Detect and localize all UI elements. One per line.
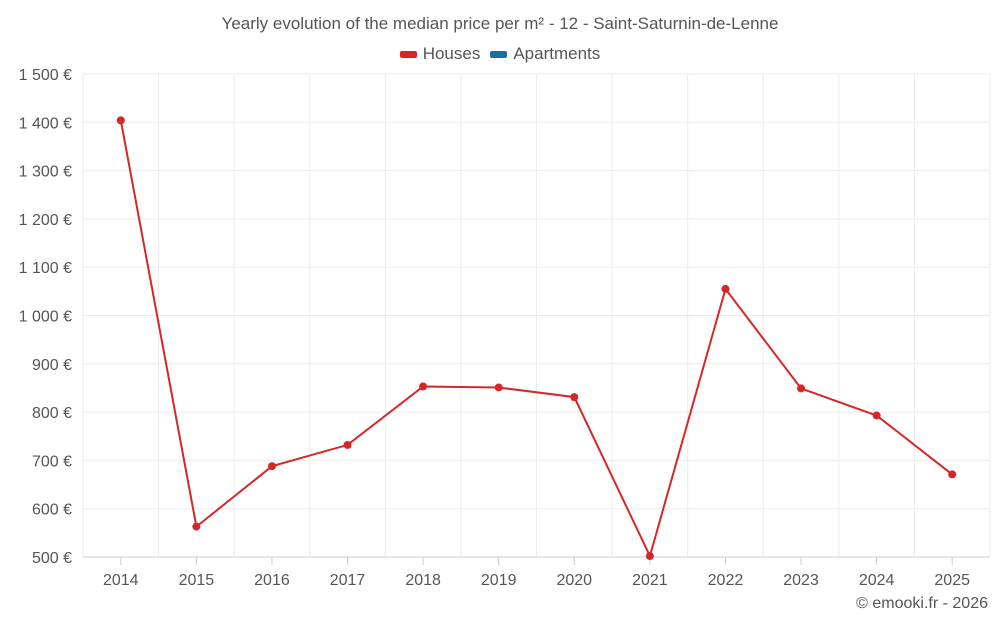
legend-item-apartments[interactable]: Apartments: [490, 44, 600, 64]
legend-item-houses[interactable]: Houses: [399, 44, 481, 64]
x-tick-label: 2015: [179, 572, 215, 589]
data-point: [872, 411, 881, 420]
y-tick-label: 600 €: [32, 502, 72, 519]
x-tick-label: 2023: [783, 572, 819, 589]
y-tick-label: 1 300 €: [19, 164, 72, 181]
x-tick-label: 2014: [103, 572, 139, 589]
y-tick-label: 700 €: [32, 453, 72, 470]
legend: Houses Apartments: [0, 44, 1000, 64]
x-tick-label: 2022: [708, 572, 744, 589]
data-point: [116, 116, 125, 125]
x-tick-label: 2025: [934, 572, 970, 589]
y-tick-label: 1 000 €: [19, 309, 72, 326]
data-point: [948, 470, 957, 479]
chart-title: Yearly evolution of the median price per…: [221, 14, 779, 33]
data-point: [192, 522, 201, 531]
y-tick-label: 1 400 €: [19, 115, 72, 132]
y-tick-label: 1 500 €: [19, 67, 72, 84]
x-tick-label: 2016: [254, 572, 290, 589]
x-tick-label: 2017: [330, 572, 366, 589]
copyright-footer: © emooki.fr - 2026: [856, 595, 988, 612]
data-point: [645, 552, 654, 561]
x-tick-label: 2021: [632, 572, 668, 589]
legend-swatch-apartments: [490, 50, 508, 58]
y-tick-label: 1 200 €: [19, 212, 72, 229]
data-point: [419, 382, 428, 391]
x-tick-label: 2024: [859, 572, 895, 589]
y-tick-label: 900 €: [32, 357, 72, 374]
data-point: [721, 284, 730, 293]
data-point: [343, 440, 352, 449]
x-tick-label: 2020: [556, 572, 592, 589]
x-tick-label: 2018: [405, 572, 441, 589]
x-tick-label: 2019: [481, 572, 517, 589]
data-point: [797, 384, 806, 393]
y-tick-label: 500 €: [32, 550, 72, 567]
legend-label-apartments: Apartments: [513, 44, 601, 63]
y-tick-label: 800 €: [32, 405, 72, 422]
legend-label-houses: Houses: [422, 44, 481, 63]
data-point: [494, 383, 503, 392]
legend-swatch-houses: [399, 50, 417, 58]
series-line-houses: [119, 120, 953, 559]
data-point: [267, 462, 276, 471]
data-point: [570, 393, 579, 402]
y-tick-label: 1 100 €: [19, 260, 72, 277]
